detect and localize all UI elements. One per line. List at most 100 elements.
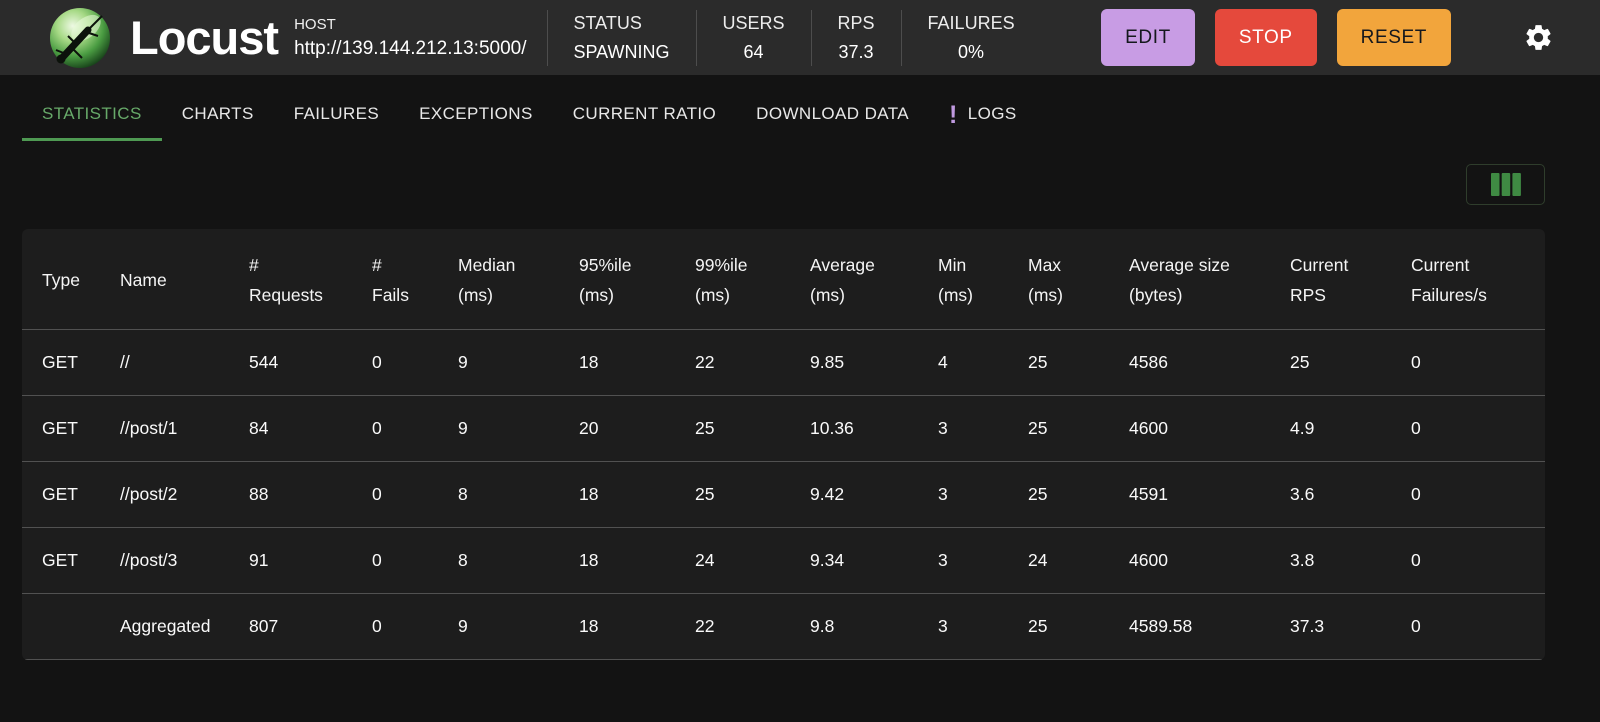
- table-body: GET//544 0 9 18 22 9.85 4 25 4586 25 0 GET//post/1 8…: [22, 330, 1545, 660]
- column-header-line: (ms): [810, 285, 845, 305]
- tab-label: FAILURES: [293, 104, 380, 123]
- column-header-line: Requests: [249, 285, 323, 305]
- app-header: Locust HOST http://139.144.212.13:5000/ …: [0, 0, 1600, 75]
- column-header--requests[interactable]: # Requests: [229, 229, 352, 330]
- column-header-99-ile-ms-[interactable]: 99%ile (ms): [675, 229, 790, 330]
- stat-users: USERS 64: [695, 9, 811, 66]
- header-actions: EDIT STOP RESET: [1081, 9, 1451, 66]
- column-header-average-size-bytes-[interactable]: Average size (bytes): [1109, 229, 1270, 330]
- tab-label: EXCEPTIONS: [419, 104, 533, 123]
- column-header-line: Min: [938, 255, 967, 275]
- tab-exceptions[interactable]: EXCEPTIONS: [399, 91, 553, 141]
- table-header-row: Type Name # Requests # Fails Median (ms) 95%ile (…: [22, 229, 1545, 330]
- table-cell: 25: [695, 484, 715, 504]
- table-cell: Aggregated: [120, 616, 211, 636]
- column-header-line: 95%ile: [579, 255, 632, 275]
- app-title: Locust: [130, 11, 279, 64]
- table-cell: GET: [42, 484, 78, 504]
- table-cell: 0: [1411, 616, 1421, 636]
- table-cell: GET: [42, 352, 78, 372]
- tab-label: CHARTS: [181, 104, 254, 123]
- table-cell: 25: [1028, 352, 1048, 372]
- table-cell: //: [120, 352, 130, 372]
- column-header-line: Failures/s: [1411, 285, 1487, 305]
- gear-icon: [1523, 22, 1554, 53]
- table-cell: 807: [249, 616, 279, 636]
- table-cell: 544: [249, 352, 279, 372]
- table-cell: 4.9: [1290, 418, 1315, 438]
- stop-button[interactable]: STOP: [1214, 9, 1317, 66]
- stat-failures: FAILURES 0%: [900, 9, 1041, 66]
- edit-button[interactable]: EDIT: [1101, 9, 1195, 66]
- tab-charts[interactable]: CHARTS: [162, 91, 274, 141]
- table-cell: 25: [1028, 418, 1048, 438]
- column-header-line: Average: [810, 255, 875, 275]
- column-header-name[interactable]: Name: [100, 229, 229, 330]
- table-cell: 18: [579, 484, 599, 504]
- table-cell: 24: [695, 550, 715, 570]
- table-cell: //post/2: [120, 484, 178, 504]
- tab-label: CURRENT RATIO: [572, 104, 717, 123]
- header-stats: STATUS SPAWNING USERS 64 RPS 37.3 FAILURES 0%: [546, 9, 1041, 66]
- tab-logs[interactable]: ! LOGS: [929, 91, 1037, 141]
- column-header-line: 99%ile: [695, 255, 748, 275]
- tab-statistics[interactable]: STATISTICS: [22, 91, 162, 141]
- table-cell: 9: [458, 616, 468, 636]
- column-header-line: Fails: [372, 285, 409, 305]
- column-header--fails[interactable]: # Fails: [352, 229, 438, 330]
- tab-label: DOWNLOAD DATA: [756, 104, 909, 123]
- stat-rps: RPS 37.3: [810, 9, 901, 66]
- table-cell: 4589.58: [1129, 616, 1193, 636]
- column-header-current-failures-s[interactable]: Current Failures/s: [1391, 229, 1545, 330]
- column-header-95-ile-ms-[interactable]: 95%ile (ms): [559, 229, 675, 330]
- table-row: Aggregated 807 0 9 18 22 9.8 3 25 4589.58 37.3 0: [22, 594, 1545, 660]
- table-cell: 22: [695, 616, 715, 636]
- active-tab-indicator: [22, 138, 162, 141]
- table-cell: 9: [458, 352, 468, 372]
- table-cell: GET: [42, 550, 78, 570]
- reset-button[interactable]: RESET: [1336, 9, 1451, 66]
- tab-current-ratio[interactable]: CURRENT RATIO: [553, 91, 736, 141]
- table-toolbar: [22, 164, 1545, 205]
- column-header-min-ms-[interactable]: Min (ms): [918, 229, 1008, 330]
- stat-label: FAILURES: [927, 12, 1015, 33]
- table-cell: 4: [938, 352, 948, 372]
- table-cell: 88: [249, 484, 269, 504]
- tab-download-data[interactable]: DOWNLOAD DATA: [736, 91, 929, 141]
- statistics-table-container: Type Name # Requests # Fails Median (ms) 95%ile (…: [22, 229, 1545, 660]
- column-header-median-ms-[interactable]: Median (ms): [438, 229, 559, 330]
- column-header-line: (ms): [579, 285, 614, 305]
- settings-button[interactable]: [1523, 22, 1554, 53]
- column-header-line: Type: [42, 270, 80, 290]
- table-cell: 91: [249, 550, 269, 570]
- column-header-line: #: [249, 255, 259, 275]
- table-cell: 18: [579, 352, 599, 372]
- host-block: HOST http://139.144.212.13:5000/: [294, 16, 526, 60]
- tab-failures[interactable]: FAILURES: [274, 91, 399, 141]
- table-cell: 9.34: [810, 550, 845, 570]
- table-cell: 25: [695, 418, 715, 438]
- table-cell: 20: [579, 418, 599, 438]
- table-cell: 4591: [1129, 484, 1168, 504]
- table-cell: 8: [458, 550, 468, 570]
- table-row: GET //post/1 84 0 9 20 25 10.36 3 25 4600 4.9 0: [22, 396, 1545, 462]
- table-cell: GET: [42, 418, 78, 438]
- column-header-type[interactable]: Type: [22, 229, 100, 330]
- table-cell: 25: [1290, 352, 1310, 372]
- locust-logo-icon: [48, 6, 112, 70]
- table-cell: 0: [372, 616, 382, 636]
- table-cell: 9.8: [810, 616, 835, 636]
- table-cell: 3: [938, 484, 948, 504]
- host-label: HOST: [294, 15, 336, 33]
- column-header-current-rps[interactable]: Current RPS: [1270, 229, 1391, 330]
- table-cell: 4586: [1129, 352, 1168, 372]
- stat-label: STATUS: [573, 12, 642, 33]
- host-url: http://139.144.212.13:5000/: [294, 37, 527, 59]
- table-cell: 9: [458, 418, 468, 438]
- column-selector-button[interactable]: [1466, 164, 1545, 205]
- column-header-line: Current: [1411, 255, 1470, 275]
- column-header-max-ms-[interactable]: Max (ms): [1008, 229, 1109, 330]
- column-header-average-ms-[interactable]: Average (ms): [790, 229, 918, 330]
- column-header-line: (bytes): [1129, 285, 1183, 305]
- table-cell: 25: [1028, 484, 1048, 504]
